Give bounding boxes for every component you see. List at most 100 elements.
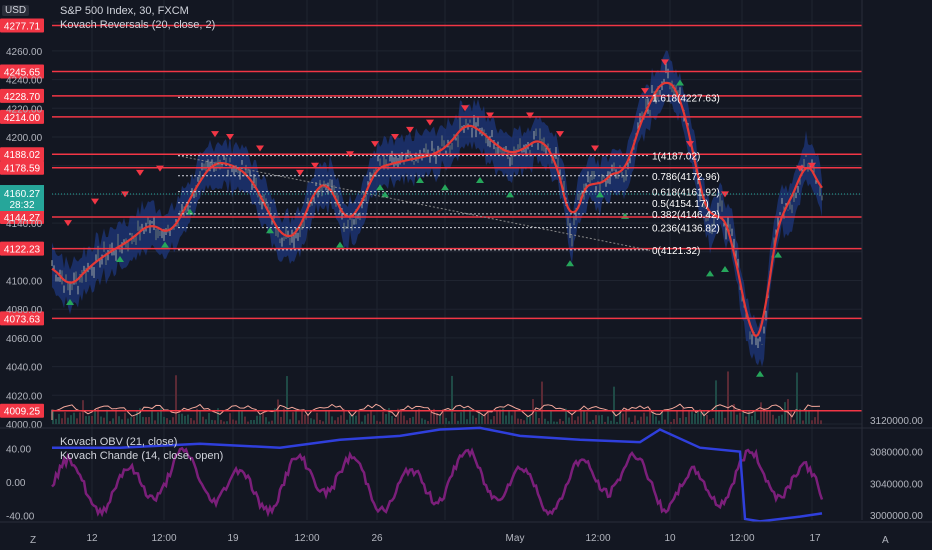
volume-bar: [511, 415, 513, 424]
volume-bar: [706, 414, 708, 424]
horizontal-levels: 4277.71 4245.65 4228.70 4214.00 4188.02 4178.…: [0, 18, 862, 418]
obv-axis-tick: 3040000.00: [870, 479, 923, 490]
currency-button[interactable]: USD: [2, 4, 30, 16]
volume-bar: [538, 418, 540, 424]
volume-bar: [592, 419, 594, 424]
fib-level-label: 0.786(4172.96): [652, 172, 720, 183]
reversal-down-marker: [226, 134, 234, 140]
indicator-legend-reversals[interactable]: Kovach Reversals (20, close, 2): [60, 19, 216, 31]
volume-bar: [820, 420, 822, 424]
volume-bar: [307, 414, 309, 424]
volume-bar: [328, 411, 330, 424]
volume-bar: [478, 410, 480, 424]
time-axis-label: 26: [371, 533, 383, 544]
volume-bar: [196, 408, 198, 424]
fib-level-label: 0.236(4136.82): [652, 224, 720, 235]
volume-bar: [244, 416, 246, 424]
volume-bar: [457, 420, 459, 424]
price-axis-tick: 4020.00: [6, 391, 43, 402]
level-price-label: 4277.71: [4, 21, 41, 32]
reversal-down-marker: [461, 105, 469, 112]
fib-level-label: 0(4121.32): [652, 246, 700, 257]
current-price-value: 4160.27: [4, 189, 41, 200]
obv-axis-tick: 3080000.00: [870, 448, 923, 459]
sub-pane-axes: 40.00 0.00 -40.00 3120000.00 3080000.00 30400…: [6, 416, 923, 523]
volume-bar: [379, 421, 381, 424]
volume-bar: [250, 419, 252, 424]
volume-bar: [562, 421, 564, 424]
volume-bar: [334, 420, 336, 424]
volume-bar: [514, 410, 516, 424]
reversal-down-marker: [641, 88, 649, 95]
volume-bar: [277, 399, 279, 424]
volume-bar: [544, 418, 546, 424]
volume-average-line: [51, 403, 821, 420]
volume-bar: [676, 410, 678, 424]
volume-bar: [733, 404, 735, 424]
volume-bar: [358, 410, 360, 424]
volume-bar: [424, 419, 426, 424]
volume-bar: [718, 410, 720, 424]
volume-bar: [310, 418, 312, 424]
current-price-tag: [0, 185, 44, 212]
reversal-up-marker: [676, 79, 684, 86]
volume-bar: [757, 420, 759, 424]
volume-bar: [517, 418, 519, 424]
level-price-tag: [0, 88, 44, 103]
volume-bar: [259, 415, 261, 424]
volume-bar: [241, 410, 243, 424]
indicator-legend-chande[interactable]: Kovach Chande (14, close, open): [60, 450, 224, 462]
volume-bar: [346, 419, 348, 424]
level-price-tag: [0, 209, 44, 224]
volume-bar: [106, 409, 108, 424]
auto-scale-button[interactable]: A: [882, 535, 889, 546]
volume-bar: [481, 415, 483, 424]
volume-bar: [784, 402, 786, 424]
volume-bar: [214, 420, 216, 424]
volume-bar: [586, 412, 588, 424]
volume-bar: [652, 410, 654, 424]
volume-bar: [799, 408, 801, 424]
price-axis-tick: 4200.00: [6, 133, 43, 144]
volume-bar: [487, 411, 489, 424]
reversal-down-marker: [526, 112, 534, 119]
volume-bar: [397, 408, 399, 424]
volume-bar: [292, 412, 294, 424]
volume-bar: [781, 414, 783, 424]
volume-bar: [571, 414, 573, 424]
volume-bar: [610, 420, 612, 424]
volume-bar: [742, 410, 744, 424]
volume-bar: [436, 412, 438, 424]
volume-bar: [124, 412, 126, 424]
level-price-tag: [0, 311, 44, 326]
volume-bar: [637, 420, 639, 424]
chande-oscillator-line: [51, 446, 824, 518]
volume-bar: [394, 418, 396, 424]
zoom-button[interactable]: Z: [30, 535, 37, 546]
reversal-down-marker: [686, 141, 694, 148]
volume-bar: [766, 410, 768, 424]
reversal-up-marker: [774, 251, 782, 258]
currency-label: USD: [2, 5, 30, 16]
volume-bar: [535, 411, 537, 424]
volume-bar: [703, 410, 705, 424]
volume-bar: [628, 417, 630, 424]
price-axis-tick: 4220.00: [6, 104, 43, 115]
indicator-legend-obv[interactable]: Kovach OBV (21, close): [60, 436, 178, 448]
price-axis-tick: 4240.00: [6, 76, 43, 87]
volume-bar: [403, 415, 405, 424]
volume-bar: [682, 408, 684, 424]
volume-bar: [505, 415, 507, 424]
volume-bar: [121, 419, 123, 424]
chande-axis-tick: 0.00: [6, 478, 26, 489]
volume-bar: [82, 400, 84, 424]
volume-bar: [502, 408, 504, 424]
volume-bar: [565, 408, 567, 424]
volume-bar: [754, 411, 756, 424]
volume-bar: [337, 417, 339, 424]
volume-bar: [622, 413, 624, 424]
volume-bar: [256, 415, 258, 424]
chart-title: S&P 500 Index, 30, FXCM: [60, 5, 189, 17]
